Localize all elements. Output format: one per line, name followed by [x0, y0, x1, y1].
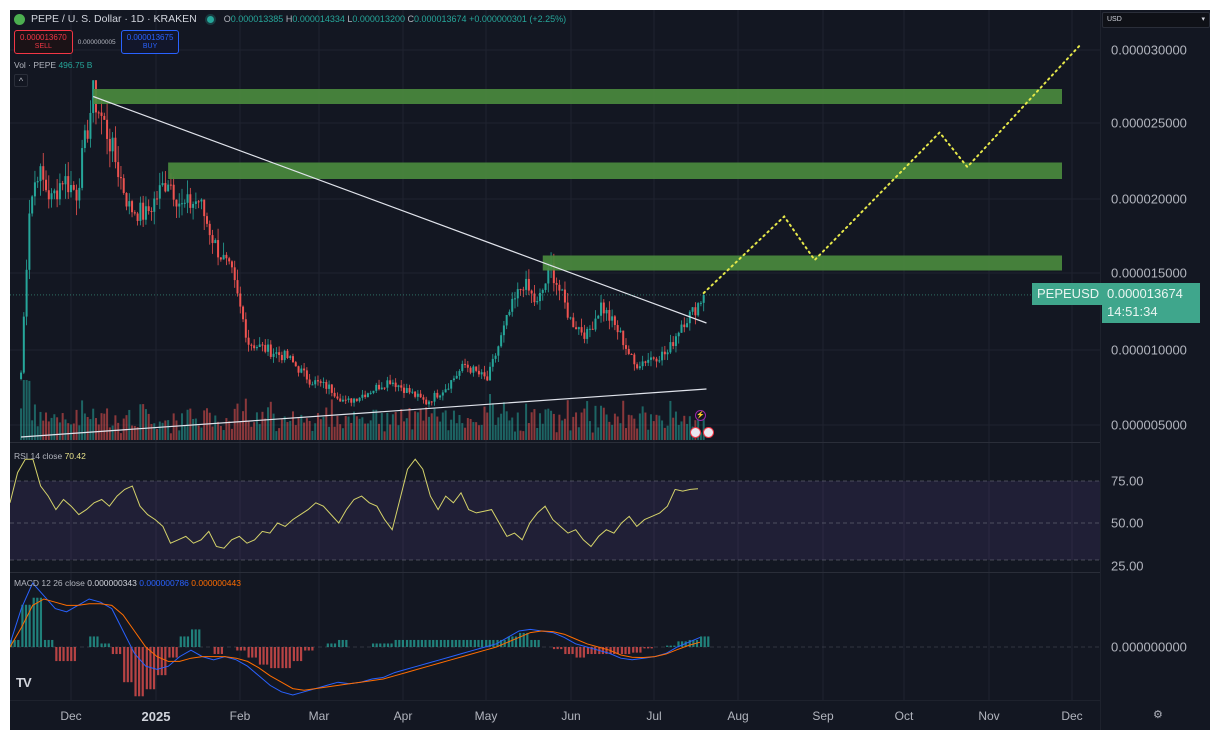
currency-select[interactable]: USD ▾	[1102, 12, 1210, 28]
tradingview-logo[interactable]: TV	[16, 675, 32, 690]
volume-legend: Vol · PEPE 496.75 B	[14, 60, 93, 70]
time-tick: Nov	[978, 709, 1000, 723]
rsi-tick: 75.00	[1111, 473, 1144, 489]
time-tick: Apr	[393, 709, 413, 723]
price-axis[interactable]: 0.000030000 0.000025000 0.000020000 0.00…	[1100, 10, 1210, 730]
rsi-tick: 50.00	[1111, 515, 1144, 531]
symbol-legend: PEPE / U. S. Dollar · 1D · KRAKEN O0.000…	[14, 13, 566, 25]
collapse-legend-button[interactable]: ^	[14, 74, 28, 87]
rsi-legend: RSI 14 close 70.42	[14, 451, 86, 461]
price-tick: 0.000005000	[1111, 417, 1187, 433]
spread-value: 0.000000005	[77, 38, 116, 46]
price-tick: 0.000030000	[1111, 42, 1187, 58]
trade-buttons: 0.000013670 SELL 0.000000005 0.000013675…	[14, 30, 180, 54]
change-value: +0.000000301 (+2.25%)	[469, 14, 567, 24]
price-tick: 0.000025000	[1111, 115, 1187, 131]
chart-frame: PEPE / U. S. Dollar · 1D · KRAKEN O0.000…	[10, 10, 1210, 730]
buy-button[interactable]: 0.000013675 BUY	[120, 30, 180, 54]
pane-divider[interactable]	[10, 442, 1210, 443]
time-tick: Feb	[229, 709, 251, 723]
settings-icon[interactable]: ⚙	[1153, 709, 1163, 721]
time-axis[interactable]: Dec 2025 Feb Mar Apr May Jun Jul Aug Sep…	[10, 700, 1100, 730]
price-tick: 0.000010000	[1111, 342, 1187, 358]
rsi-tick: 25.00	[1111, 558, 1144, 574]
time-tick-year: 2025	[141, 709, 171, 724]
us-flag-event-icon[interactable]	[703, 427, 714, 438]
ohlc-values: O0.000013385 H0.000014334 L0.000013200 C…	[223, 14, 567, 24]
time-tick: Aug	[727, 709, 749, 723]
us-flag-event-icon[interactable]	[690, 427, 701, 438]
price-tick: 0.000015000	[1111, 265, 1187, 281]
bar-countdown: 14:51:34	[1107, 304, 1158, 319]
symbol-price-tag: PEPEUSD	[1032, 283, 1105, 305]
market-status-icon	[206, 15, 214, 23]
symbol-title[interactable]: PEPE / U. S. Dollar · 1D · KRAKEN	[31, 13, 197, 25]
macd-legend: MACD 12 26 close 0.000000343 0.000000786…	[14, 578, 241, 588]
price-chart-canvas[interactable]	[10, 10, 1100, 700]
pepe-logo-icon	[14, 13, 25, 25]
price-tick: 0.000020000	[1111, 191, 1187, 207]
lightning-event-icon[interactable]: ⚡	[695, 410, 706, 421]
macd-tick: 0.000000000	[1111, 639, 1187, 655]
time-tick: Oct	[894, 709, 914, 723]
sell-button[interactable]: 0.000013670 SELL	[14, 30, 73, 54]
pane-divider[interactable]	[10, 572, 1210, 573]
time-tick: May	[474, 709, 498, 723]
time-tick: Dec	[60, 709, 82, 723]
chevron-down-icon: ▾	[1201, 16, 1205, 23]
time-tick: Mar	[308, 709, 330, 723]
time-tick: Jun	[561, 709, 581, 723]
last-price-tag: 0.000013674 14:51:34	[1102, 283, 1200, 323]
time-tick: Jul	[646, 709, 662, 723]
time-tick: Sep	[812, 709, 834, 723]
time-tick: Dec	[1061, 709, 1083, 723]
